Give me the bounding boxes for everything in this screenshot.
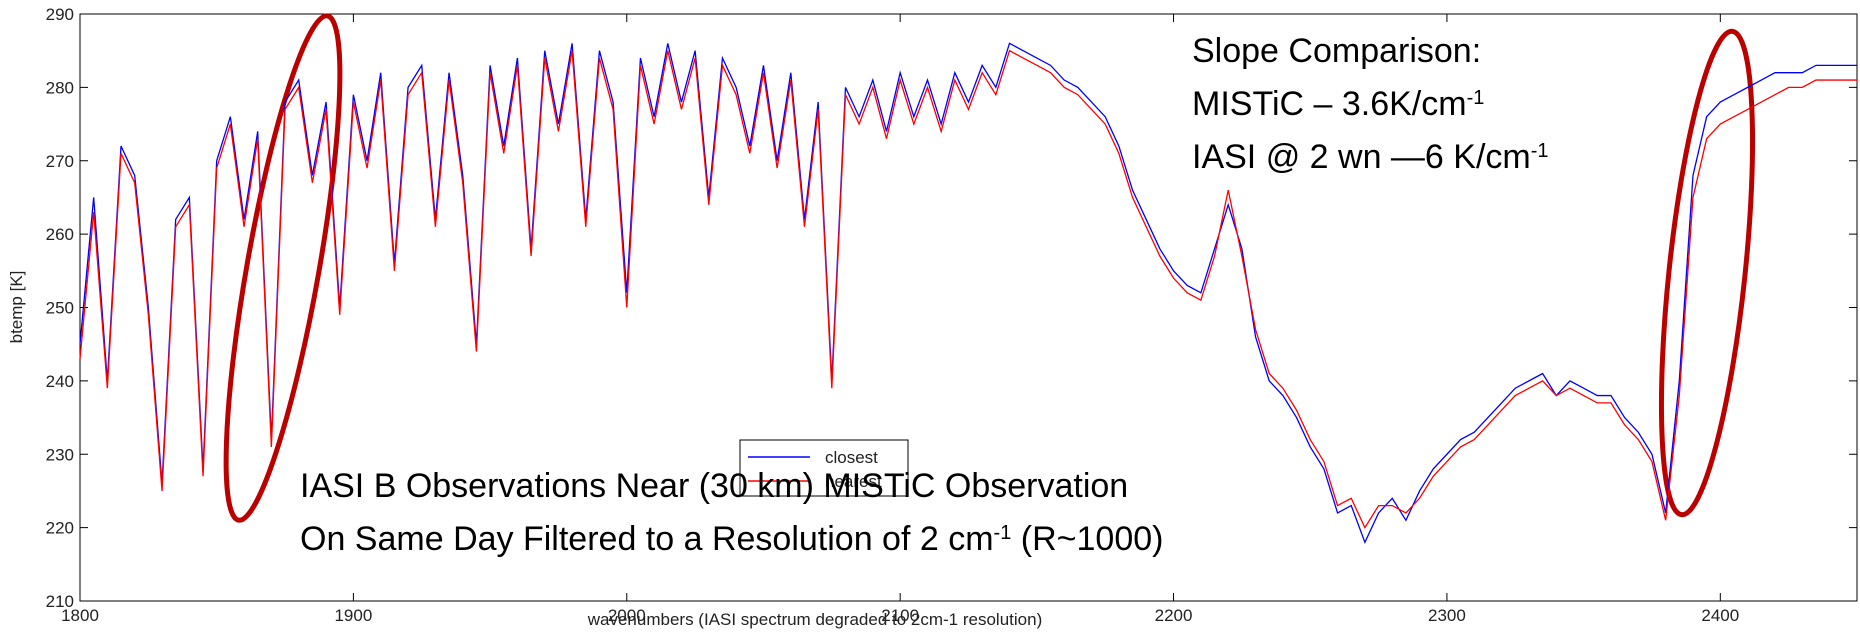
highlight-ellipse [1658,28,1756,518]
annotation: MISTiC – 3.6K/cm-1 [1192,85,1484,123]
y-tick-label: 250 [46,299,74,318]
series-line [79,42,1857,544]
x-tick-label: 2400 [1701,606,1739,625]
legend-box [739,439,909,497]
annotation-text: Slope Comparison: [1192,32,1481,70]
annotation-text: MISTiC – 3.6K/cm [1192,85,1467,123]
x-tick-label: 1800 [61,606,99,625]
superscript: -1 [1531,140,1549,162]
y-axis-label: btemp [K] [7,271,26,344]
highlight-ellipse [223,13,343,523]
superscript: -1 [994,522,1012,544]
y-tick-label: 270 [46,152,74,171]
annotation: Slope Comparison: [1192,32,1481,70]
x-tick-label: 1900 [334,606,372,625]
annotation: IASI B Observations Near (30 km) MISTiC … [300,467,1128,505]
series-line [79,49,1857,529]
legend-label: nearest [825,472,882,491]
y-tick-label: 280 [46,78,74,97]
x-tick-label: 2200 [1155,606,1193,625]
legend-label: closest [825,448,878,467]
annotation-text: On Same Day Filtered to a Resolution of … [300,520,994,558]
y-tick-label: 210 [46,592,74,611]
y-tick-label: 240 [46,372,74,391]
x-tick-label: 2000 [608,606,646,625]
annotation-text: (R~1000) [1011,520,1163,558]
annotation: IASI @ 2 wn —6 K/cm-1 [1192,138,1549,176]
y-tick-label: 230 [46,445,74,464]
x-axis-label: wavenumbers (IASI spectrum degraded to 2… [587,610,1042,629]
y-tick-label: 220 [46,519,74,538]
y-tick-label: 290 [46,5,74,24]
annotation-text: IASI @ 2 wn —6 K/cm [1192,138,1531,176]
superscript: -1 [1467,87,1485,109]
x-tick-label: 2100 [881,606,919,625]
x-tick-label: 2300 [1428,606,1466,625]
annotation-text: IASI B Observations Near (30 km) MISTiC … [300,467,1128,505]
y-tick-label: 260 [46,225,74,244]
annotation: On Same Day Filtered to a Resolution of … [300,520,1163,558]
